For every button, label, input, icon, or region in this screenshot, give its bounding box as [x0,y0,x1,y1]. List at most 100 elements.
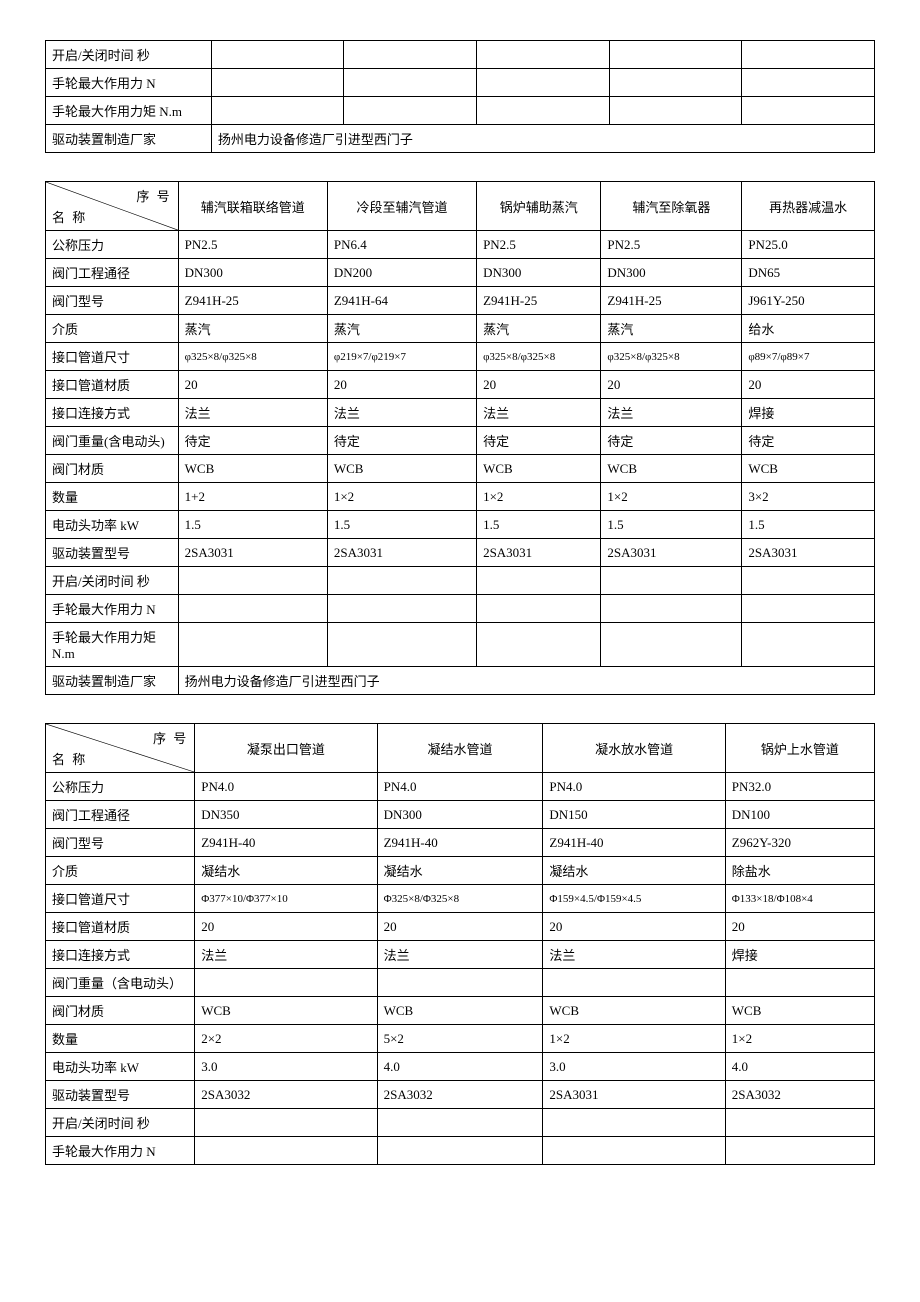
row-label: 公称压力 [46,231,179,259]
diag-top: 序 号 [136,186,171,205]
cell: 凝结水 [543,857,725,885]
cell: 法兰 [195,941,377,969]
cell [195,1109,377,1137]
row-label: 电动头功率 kW [46,511,179,539]
cell: 1.5 [477,511,601,539]
cell: 20 [742,371,875,399]
cell: 1×2 [543,1025,725,1053]
row-label: 阀门重量（含电动头） [46,969,195,997]
cell: PN6.4 [327,231,476,259]
cell: 焊接 [725,941,874,969]
cell [327,595,476,623]
cell [601,595,742,623]
cell: PN32.0 [725,773,874,801]
cell [543,1109,725,1137]
cell: Z941H-64 [327,287,476,315]
column-header: 辅汽联箱联络管道 [178,182,327,231]
cell: PN2.5 [601,231,742,259]
cell: 2SA3031 [178,539,327,567]
table-row: 接口管道尺寸Φ377×10/Φ377×10Φ325×8/Φ325×8Φ159×4… [46,885,875,913]
cell: 20 [327,371,476,399]
cell: 待定 [178,427,327,455]
cell [211,97,344,125]
row-label: 手轮最大作用力 N [46,1137,195,1165]
cell [742,41,875,69]
cell [609,97,742,125]
cell: WCB [195,997,377,1025]
cell [377,969,543,997]
cell [601,623,742,667]
cell: WCB [477,455,601,483]
cell: 凝结水 [195,857,377,885]
cell: WCB [543,997,725,1025]
row-label: 阀门型号 [46,287,179,315]
cell [742,69,875,97]
cell: 4.0 [377,1053,543,1081]
footer-row: 驱动装置制造厂家扬州电力设备修造厂引进型西门子 [46,125,875,153]
cell: 法兰 [327,399,476,427]
cell: WCB [725,997,874,1025]
cell: 法兰 [477,399,601,427]
table-row: 手轮最大作用力 N [46,69,875,97]
cell: 1.5 [327,511,476,539]
cell: 1.5 [601,511,742,539]
cell: 除盐水 [725,857,874,885]
row-label: 开启/关闭时间 秒 [46,567,179,595]
row-label: 公称压力 [46,773,195,801]
table-row: 开启/关闭时间 秒 [46,1109,875,1137]
table-row: 阀门重量（含电动头） [46,969,875,997]
cell [211,41,344,69]
table-row: 阀门型号Z941H-40Z941H-40Z941H-40Z962Y-320 [46,829,875,857]
cell: PN4.0 [377,773,543,801]
row-label: 驱动装置型号 [46,539,179,567]
cell: 20 [543,913,725,941]
cell: 1.5 [742,511,875,539]
cell: φ325×8/φ325×8 [601,343,742,371]
cell [195,969,377,997]
row-label: 接口管道材质 [46,913,195,941]
cell: 法兰 [543,941,725,969]
table-row: 阀门材质WCBWCBWCBWCBWCB [46,455,875,483]
cell: 1.5 [178,511,327,539]
cell [477,623,601,667]
cell: 法兰 [178,399,327,427]
table-row: 数量2×25×21×21×2 [46,1025,875,1053]
table-row: 公称压力PN4.0PN4.0PN4.0PN32.0 [46,773,875,801]
column-header: 锅炉辅助蒸汽 [477,182,601,231]
cell: 4.0 [725,1053,874,1081]
cell: 凝结水 [377,857,543,885]
spec-table-2: 序 号名 称辅汽联箱联络管道冷段至辅汽管道锅炉辅助蒸汽辅汽至除氧器再热器减温水公… [45,181,875,695]
cell: Z941H-40 [195,829,377,857]
cell: Z962Y-320 [725,829,874,857]
cell: WCB [742,455,875,483]
table-row: 介质凝结水凝结水凝结水除盐水 [46,857,875,885]
table-row: 驱动装置型号2SA30322SA30322SA30312SA3032 [46,1081,875,1109]
table-row: 阀门工程通径DN350DN300DN150DN100 [46,801,875,829]
footer-value: 扬州电力设备修造厂引进型西门子 [178,667,874,695]
cell [344,97,477,125]
table-row: 接口管道尺寸φ325×8/φ325×8φ219×7/φ219×7φ325×8/φ… [46,343,875,371]
cell: 2SA3032 [725,1081,874,1109]
cell: 1×2 [601,483,742,511]
row-label: 介质 [46,315,179,343]
cell [477,567,601,595]
cell: φ219×7/φ219×7 [327,343,476,371]
footer-row: 驱动装置制造厂家扬州电力设备修造厂引进型西门子 [46,667,875,695]
cell [725,969,874,997]
cell: 焊接 [742,399,875,427]
row-label: 手轮最大作用力矩 N.m [46,97,212,125]
cell: 2SA3031 [477,539,601,567]
cell: PN4.0 [543,773,725,801]
column-header: 凝泵出口管道 [195,724,377,773]
cell: 2SA3031 [543,1081,725,1109]
cell: Φ377×10/Φ377×10 [195,885,377,913]
cell: WCB [601,455,742,483]
cell: PN25.0 [742,231,875,259]
cell [344,69,477,97]
cell: 1×2 [327,483,476,511]
cell: WCB [377,997,543,1025]
cell [327,567,476,595]
cell: WCB [327,455,476,483]
row-label: 手轮最大作用力 N [46,69,212,97]
cell: 20 [195,913,377,941]
